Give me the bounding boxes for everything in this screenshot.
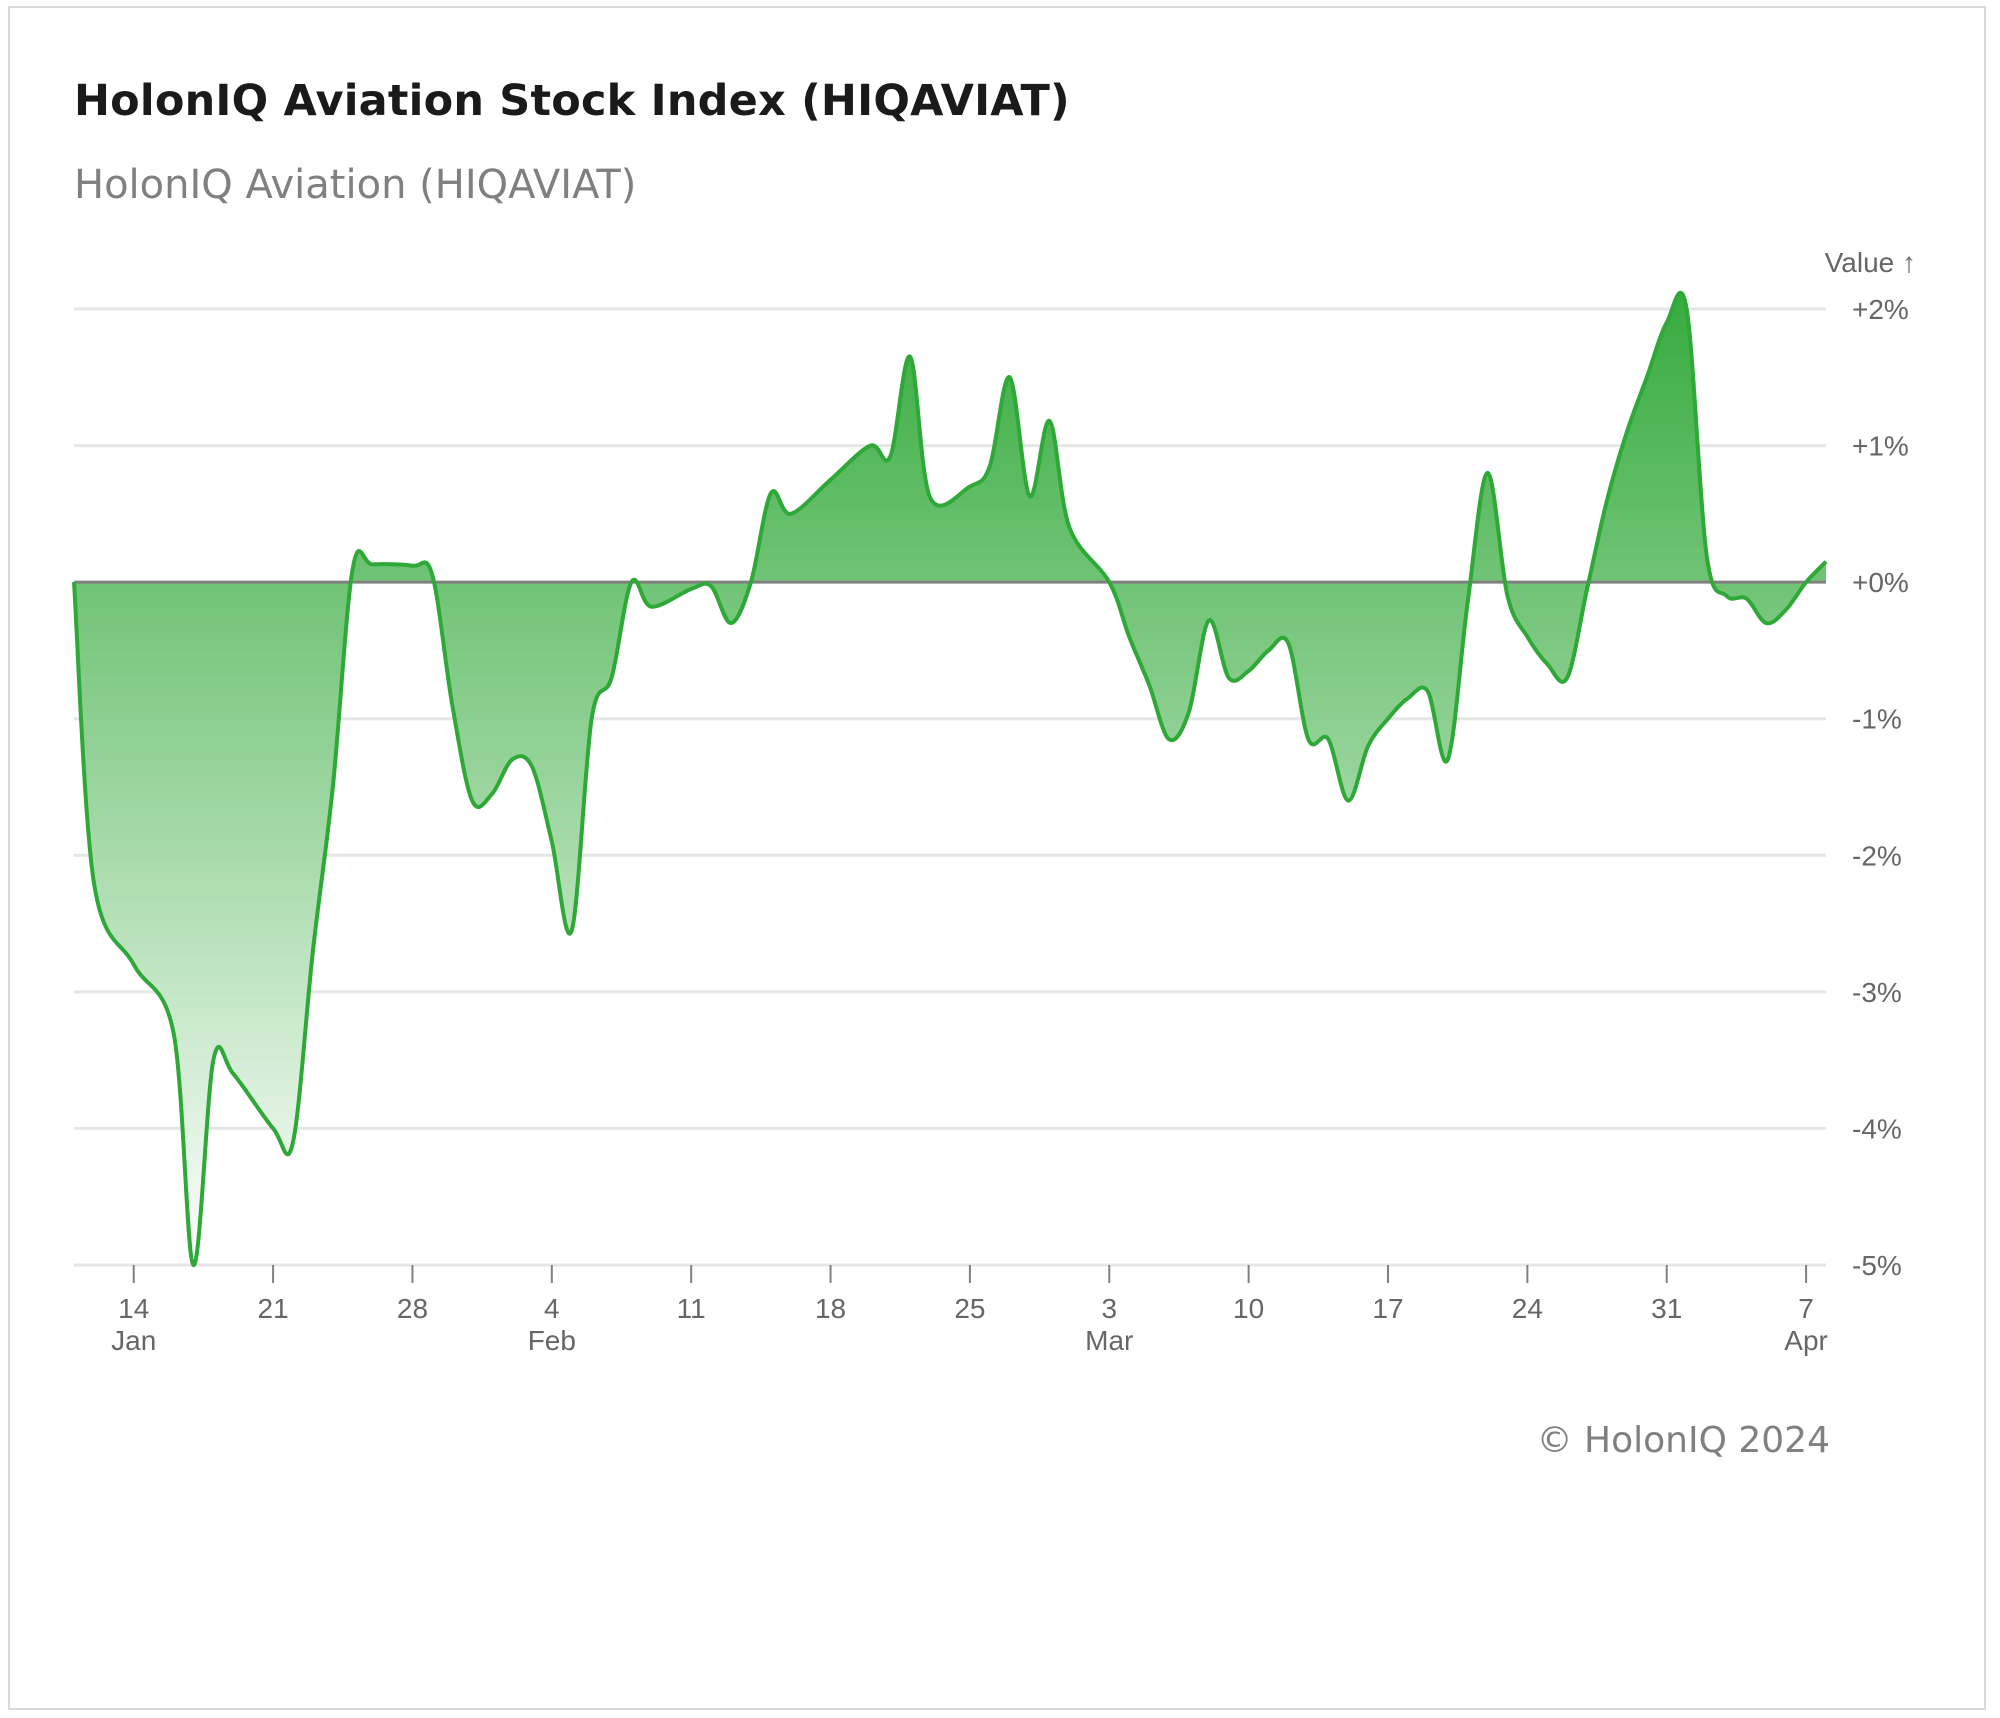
x-tick-label: 7 [1798, 1293, 1814, 1324]
y-tick-label: -2% [1852, 840, 1902, 871]
chart-frame [8, 6, 1986, 1710]
x-tick-label: 18 [815, 1293, 846, 1324]
y-tick-label: -3% [1852, 977, 1902, 1008]
x-month-label: Apr [1784, 1325, 1828, 1356]
y-tick-label: +1% [1852, 431, 1909, 462]
copyright-credit: © HolonIQ 2024 [1536, 1420, 1830, 1461]
x-tick-label: 21 [258, 1293, 289, 1324]
x-tick-label: 24 [1512, 1293, 1543, 1324]
x-tick-label: 28 [397, 1293, 428, 1324]
grid-layer [74, 307, 1826, 1267]
y-tick-label: +0% [1852, 567, 1909, 598]
x-tick-label: 4 [544, 1293, 560, 1324]
series-area [74, 292, 1826, 1266]
x-month-label: Mar [1085, 1325, 1133, 1356]
line-layer [72, 290, 1828, 1268]
y-axis-label: Value ↑ [1825, 247, 1916, 278]
series-line [72, 290, 1828, 1268]
area-layer [74, 292, 1826, 1266]
x-tick-label: 25 [954, 1293, 985, 1324]
x-month-label: Feb [528, 1325, 576, 1356]
y-tick-label: -5% [1852, 1250, 1902, 1281]
x-tick-label: 31 [1651, 1293, 1682, 1324]
x-tick-label: 14 [118, 1293, 149, 1324]
x-tick-label: 17 [1372, 1293, 1403, 1324]
chart-subtitle: HolonIQ Aviation (HIQAVIAT) [74, 162, 637, 208]
y-axis: +2% +1% +0% -1% -2% -3% -4% -5% Value ↑ [1825, 247, 1916, 1281]
x-month-label: Jan [111, 1325, 156, 1356]
x-tick-label: 10 [1233, 1293, 1264, 1324]
x-tick-label: 11 [677, 1293, 706, 1324]
y-tick-label: +2% [1852, 294, 1909, 325]
chart-title: HolonIQ Aviation Stock Index (HIQAVIAT) [74, 76, 1070, 126]
x-tick-label: 3 [1101, 1293, 1117, 1324]
y-tick-label: -4% [1852, 1113, 1902, 1144]
y-tick-label: -1% [1852, 704, 1902, 735]
